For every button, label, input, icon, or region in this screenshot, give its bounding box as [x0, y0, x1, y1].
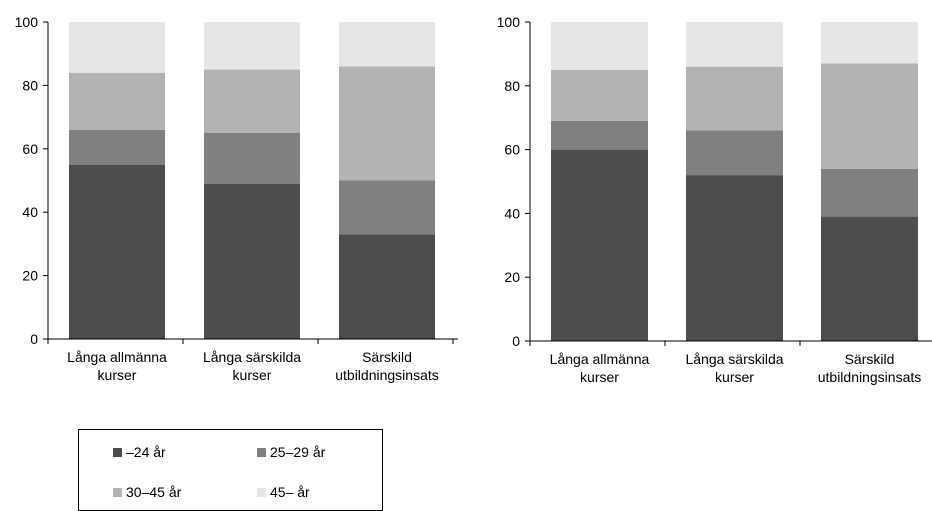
bar-2-under-24: [204, 183, 300, 339]
y-tick-label: 60: [504, 142, 520, 158]
bar-1-25-29: [551, 120, 648, 150]
bar-3-over-45: [821, 22, 918, 64]
bar-1-over-45: [551, 22, 648, 70]
bar-2-under-24: [686, 175, 783, 341]
bar-3-30-45: [821, 63, 918, 169]
chart-2: Långa allmänna kurser Långa särskilda kurse…: [497, 14, 932, 385]
bar-3-30-45: [339, 66, 435, 181]
bar-1-30-45: [69, 72, 165, 130]
legend-item-under-24: –24 år: [113, 444, 166, 460]
bar-1-25-29: [69, 129, 165, 165]
y-tick-label: 100: [15, 14, 39, 30]
y-tick-label: 20: [504, 269, 520, 285]
y-tick-label: 80: [504, 78, 520, 94]
legend-swatch-25-29: [257, 448, 266, 457]
legend-swatch-under-24: [113, 448, 122, 457]
bar-1-30-45: [551, 69, 648, 121]
x-tick-label-3: Särskild utbildningsinsats: [818, 351, 922, 385]
bar-2-over-45: [204, 22, 300, 70]
legend-label-under-24: –24 år: [126, 444, 166, 460]
legend-item-over-45: 45– år: [257, 484, 310, 500]
legend-label-25-29: 25–29 år: [270, 444, 326, 460]
bar-1-under-24: [69, 164, 165, 339]
bar-3-under-24: [339, 234, 435, 339]
y-tick-label: 40: [22, 204, 38, 220]
legend-item-30-45: 30–45 år: [113, 484, 181, 500]
bar-3-25-29: [821, 168, 918, 217]
y-tick-label: 80: [22, 77, 38, 93]
y-tick-label: 40: [504, 205, 520, 221]
x-tick-label-1: Långa allmänna kurser: [550, 351, 650, 385]
bar-1-over-45: [69, 22, 165, 73]
bar-3-over-45: [339, 22, 435, 67]
y-tick-label: 0: [30, 331, 38, 347]
bar-1-under-24: [551, 149, 648, 341]
y-tick-label: 60: [22, 141, 38, 157]
y-tick-label: 100: [497, 14, 521, 30]
legend-swatch-over-45: [257, 488, 266, 497]
bar-3-under-24: [821, 216, 918, 341]
legend-swatch-30-45: [113, 488, 122, 497]
y-tick-label: 0: [512, 333, 520, 349]
x-tick-label-3: Särskild utbildningsinsats: [335, 349, 439, 383]
bar-2-25-29: [686, 130, 783, 176]
x-tick-label-1: Långa allmänna kurser: [67, 349, 167, 383]
bar-2-30-45: [686, 66, 783, 131]
legend-label-over-45: 45– år: [270, 484, 310, 500]
bar-2-over-45: [686, 22, 783, 67]
legend-item-25-29: 25–29 år: [257, 444, 325, 460]
legend: –24 år 25–29 år 30–45 år 45– år: [78, 429, 383, 511]
bar-3-25-29: [339, 180, 435, 235]
y-tick-label: 20: [22, 268, 38, 284]
bar-2-30-45: [204, 69, 300, 133]
chart-1: Långa allmänna kurser Långa särskilda kurse…: [15, 14, 458, 383]
x-tick-label-2: Långa särskilda kurser: [203, 349, 301, 383]
x-tick-label-2: Långa särskilda kurser: [685, 351, 783, 385]
bar-2-25-29: [204, 132, 300, 184]
legend-label-30-45: 30–45 år: [126, 484, 182, 500]
